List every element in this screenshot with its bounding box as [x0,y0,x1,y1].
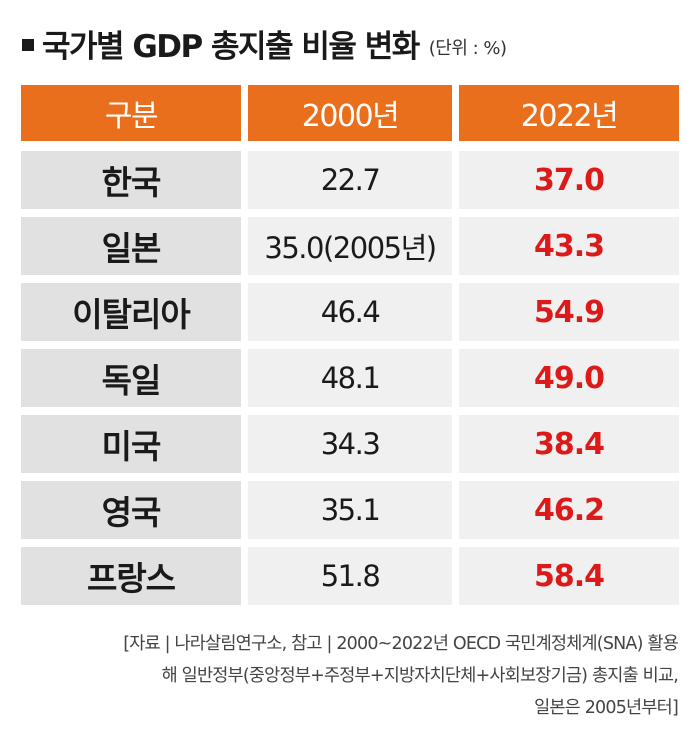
source-note: [자료 | 나라살림연구소, 참고 | 2000~2022년 OECD 국민계정… [18,628,679,724]
value-2022: 38.4 [459,415,679,473]
value-2000: 34.3 [248,415,452,473]
table-row: 한국 22.7 37.0 [21,151,679,209]
value-2022: 46.2 [459,481,679,539]
value-2022: 49.0 [459,349,679,407]
table-row: 독일 48.1 49.0 [21,349,679,407]
value-2000: 35.1 [248,481,452,539]
header-category: 구분 [21,85,241,141]
data-table: 구분 2000년 2022년 한국 22.7 37.0 일본 35.0(2005… [21,85,679,613]
value-2022: 37.0 [459,151,679,209]
country-label: 한국 [21,151,241,209]
title-bullet-icon [22,39,34,51]
table-header-row: 구분 2000년 2022년 [21,85,679,141]
country-label: 영국 [21,481,241,539]
value-2000: 22.7 [248,151,452,209]
country-label: 독일 [21,349,241,407]
source-line: 일본은 2005년부터] [534,698,679,718]
source-line: [자료 | 나라살림연구소, 참고 | 2000~2022년 OECD 국민계정… [123,634,679,654]
table-row: 프랑스 51.8 58.4 [21,547,679,605]
value-2000: 35.0(2005년) [248,217,452,275]
table-row: 일본 35.0(2005년) 43.3 [21,217,679,275]
value-2022: 58.4 [459,547,679,605]
country-label: 프랑스 [21,547,241,605]
country-label: 일본 [21,217,241,275]
table-row: 영국 35.1 46.2 [21,481,679,539]
chart-title-row: 국가별 GDP 총지출 비율 변화 (단위 : %) [22,18,507,68]
value-2000: 46.4 [248,283,452,341]
value-2022: 54.9 [459,283,679,341]
value-2000: 48.1 [248,349,452,407]
unit-label: (단위 : %) [428,38,507,59]
header-year-2022: 2022년 [459,85,679,141]
value-2000: 51.8 [248,547,452,605]
table-row: 미국 34.3 38.4 [21,415,679,473]
chart-title: 국가별 GDP 총지출 비율 변화 [42,28,420,65]
country-label: 이탈리아 [21,283,241,341]
header-year-2000: 2000년 [248,85,452,141]
source-line: 해 일반정부(중앙정부+주정부+지방자치단체+사회보장기금) 총지출 비교, [161,666,679,686]
value-2022: 43.3 [459,217,679,275]
table-row: 이탈리아 46.4 54.9 [21,283,679,341]
country-label: 미국 [21,415,241,473]
